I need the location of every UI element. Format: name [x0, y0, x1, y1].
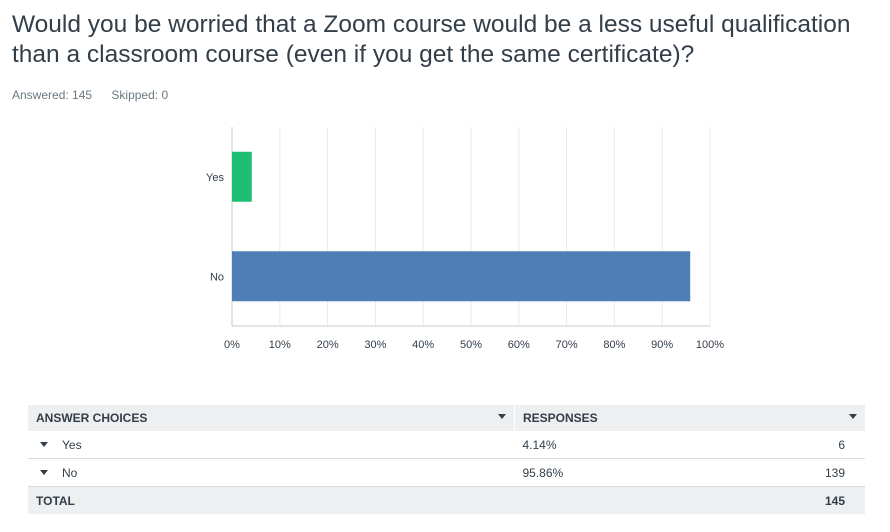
answered-count: Answered: 145: [12, 88, 93, 102]
x-tick-label: 50%: [460, 339, 482, 351]
answer-choices-header-label: ANSWER CHOICES: [36, 411, 148, 425]
response-percent: 95.86%: [522, 465, 564, 480]
bar-no[interactable]: [232, 251, 691, 302]
sort-caret-icon[interactable]: [849, 414, 857, 419]
table-row: Yes 4.14% 6: [28, 431, 865, 459]
x-tick-label: 40%: [412, 339, 434, 351]
x-tick-label: 70%: [556, 339, 578, 351]
response-count: 6: [838, 438, 845, 452]
choice-label: No: [62, 465, 78, 480]
expand-arrow-icon[interactable]: [40, 441, 48, 447]
total-count: 145: [514, 486, 865, 514]
responses-header[interactable]: RESPONSES: [514, 405, 865, 431]
total-label: TOTAL: [28, 486, 515, 514]
category-label: No: [210, 271, 224, 283]
x-tick-label: 30%: [364, 339, 386, 351]
x-tick-label: 10%: [269, 339, 291, 351]
sort-caret-icon[interactable]: [498, 414, 506, 419]
responses-table: ANSWER CHOICES RESPONSES Yes 4.14% 6 No …: [28, 405, 865, 514]
category-label: Yes: [206, 172, 224, 184]
choice-label: Yes: [62, 437, 82, 452]
response-stats: Answered: 145 Skipped: 0: [12, 88, 184, 102]
x-tick-label: 90%: [651, 339, 673, 351]
x-tick-label: 100%: [696, 339, 724, 351]
bar-yes[interactable]: [232, 151, 252, 202]
total-row: TOTAL 145: [28, 486, 865, 514]
x-tick-label: 0%: [224, 339, 240, 351]
x-tick-label: 60%: [508, 339, 530, 351]
response-count: 139: [824, 466, 845, 480]
question-title: Would you be worried that a Zoom course …: [12, 11, 851, 68]
responses-header-label: RESPONSES: [523, 411, 598, 425]
response-percent: 4.14%: [522, 437, 557, 452]
x-tick-label: 20%: [317, 339, 339, 351]
skipped-count: Skipped: 0: [111, 88, 169, 102]
expand-arrow-icon[interactable]: [40, 469, 48, 475]
table-row: No 95.86% 139: [28, 458, 865, 487]
answer-choices-header[interactable]: ANSWER CHOICES: [28, 405, 515, 431]
x-tick-label: 80%: [603, 339, 625, 351]
bar-chart: 0% 10% 20% 30% 40% 50% 60% 70% 80% 90% 100% Yes No: [206, 127, 724, 351]
